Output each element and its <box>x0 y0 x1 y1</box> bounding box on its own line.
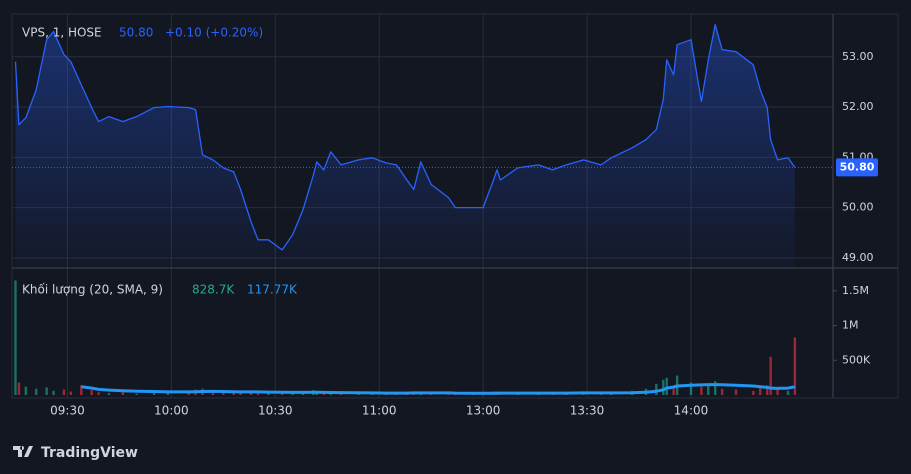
legend-price: 50.80 <box>119 26 153 40</box>
x-tick-label: 11:00 <box>362 404 397 418</box>
x-tick-label: 13:00 <box>466 404 501 418</box>
volume-bar <box>152 392 156 395</box>
volume-tick-label: 1.5M <box>842 284 869 297</box>
volume-bar <box>322 393 325 395</box>
volume-bar <box>267 392 270 395</box>
volume-last: 828.7K <box>192 283 235 297</box>
y-tick-label: 53.00 <box>842 50 874 63</box>
volume-bar <box>24 386 28 395</box>
volume-bar <box>734 389 738 395</box>
volume-ma-value: 117.77K <box>247 283 298 297</box>
volume-bar <box>97 392 100 395</box>
y-tick-label: 50.00 <box>842 201 874 214</box>
volume-bar <box>315 392 319 395</box>
price-area <box>15 24 795 268</box>
volume-bar <box>707 384 710 395</box>
legend-change: +0.10 (+0.20%) <box>165 26 263 40</box>
volume-tick-label: 1M <box>842 319 859 332</box>
x-tick-label: 14:00 <box>674 404 709 418</box>
volume-bar <box>232 392 235 395</box>
x-tick-label: 10:00 <box>154 404 189 418</box>
volume-bar <box>700 386 703 395</box>
volume-bar <box>689 382 693 395</box>
volume-title: Khối lượng (20, SMA, 9) <box>22 283 163 297</box>
volume-bar <box>665 377 668 395</box>
x-tick-label: 13:30 <box>570 404 605 418</box>
volume-bar <box>752 390 755 395</box>
volume-bar <box>166 392 170 395</box>
volume-bar <box>121 391 125 395</box>
volume-bar <box>52 390 55 395</box>
volume-bar <box>672 385 675 395</box>
volume-bar <box>62 389 66 395</box>
volume-tick-label: 500K <box>842 353 871 366</box>
volume-bar <box>35 388 38 395</box>
volume-bar <box>776 389 779 395</box>
volume-bar <box>786 390 790 395</box>
volume-bar <box>107 392 111 395</box>
volume-bar <box>793 337 797 395</box>
volume-bar <box>714 381 717 395</box>
volume-bar <box>135 393 138 395</box>
volume-bar <box>291 393 294 395</box>
volume-bar <box>759 387 762 395</box>
volume-bar <box>80 385 83 395</box>
brand-logo <box>13 446 33 457</box>
last-price-tag <box>836 158 878 177</box>
volume-bar <box>222 392 225 395</box>
volume-bar <box>662 379 665 395</box>
y-tick-label: 52.00 <box>842 100 874 113</box>
volume-bar <box>211 391 215 395</box>
volume-ma-line <box>81 383 796 395</box>
x-tick-label: 09:30 <box>50 404 85 418</box>
x-tick-label: 10:30 <box>258 404 293 418</box>
volume-bar <box>45 387 48 395</box>
volume-bar <box>14 280 17 395</box>
brand: TradingView <box>41 445 138 461</box>
volume-bar <box>769 356 772 395</box>
volume-bar <box>249 392 253 395</box>
volume-bar <box>765 385 769 395</box>
volume-bar <box>90 390 93 395</box>
frame <box>11 13 899 399</box>
volume-bar <box>720 388 724 395</box>
volume-bar <box>69 391 73 395</box>
volume-bar <box>655 383 658 395</box>
symbol: VPS, 1, HOSE <box>22 26 102 40</box>
volume-bar <box>17 382 21 395</box>
volume-bar <box>357 393 360 395</box>
last-price-label: 50.80 <box>840 160 875 173</box>
price-line <box>14 23 796 251</box>
y-tick-label: 49.00 <box>842 251 874 264</box>
